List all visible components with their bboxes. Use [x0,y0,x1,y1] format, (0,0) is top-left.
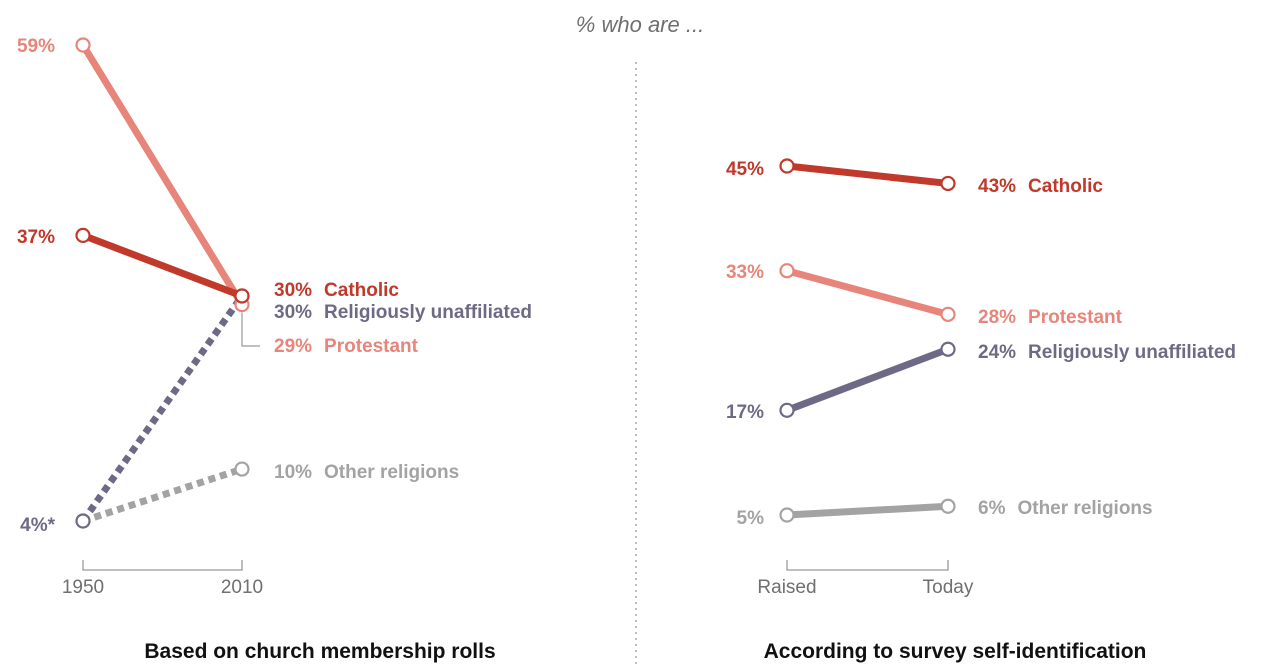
series-line-protestant [80,43,245,307]
x-tick-label-raised: Raised [757,577,816,598]
end-label-other-religions: 10% Other religions [274,462,459,483]
series-name-catholic: Catholic [324,280,399,301]
label-connector [241,312,260,347]
end-value-religiously-unaffiliated: 24% [978,342,1016,363]
end-label-religiously-unaffiliated: 24% Religiously unaffiliated [978,342,1236,363]
series-line-other-religions [786,502,949,519]
point-protestant-raised [779,263,795,279]
series-name-catholic: Catholic [1028,176,1103,197]
end-label-catholic: 43% Catholic [978,176,1103,197]
end-value-catholic: 43% [978,176,1016,197]
start-label-protestant: 33% [726,262,764,283]
series-name-protestant: Protestant [1028,307,1123,328]
x-axis-line [82,560,243,571]
series-name-other-religions: Other religions [324,462,459,483]
start-label-catholic: 45% [726,159,764,180]
point-other-religions-raised [779,507,795,523]
point-religiously-unaffiliated-raised [779,402,795,418]
series-name-religiously-unaffiliated: Religiously unaffiliated [1028,342,1236,363]
start-label-catholic: 37% [17,227,55,248]
start-label-protestant: 59% [17,36,55,57]
self-identification-panel: Raised Today 45% 43% Catholic 33% 28% Protestan… [726,158,1236,663]
end-label-catholic: 30% Catholic [274,280,399,301]
start-label-religiously-unaffiliated: 4%* [20,515,55,536]
series-line-religiously-unaffiliated [80,293,245,524]
end-label-other-religions: 6% Other religions [978,498,1153,519]
x-tick-label-1950: 1950 [62,577,104,598]
point-other-religions-2010 [234,461,250,477]
x-axis-line [786,560,949,571]
end-value-protestant: 29% [274,336,312,357]
chart-subtitle: % who are ... [576,12,704,37]
series-line-catholic [786,162,949,187]
x-tick-label-2010: 2010 [221,577,263,598]
point-religiously-unaffiliated-today [940,341,956,357]
end-label-religiously-unaffiliated: 30% Religiously unaffiliated [274,302,532,323]
end-value-protestant: 28% [978,307,1016,328]
start-label-religiously-unaffiliated: 17% [726,402,764,423]
series-name-religiously-unaffiliated: Religiously unaffiliated [324,302,532,323]
point-catholic-raised [779,158,795,174]
series-line-other-religions [81,465,244,525]
series-line-religiously-unaffiliated [785,345,950,414]
membership-rolls-panel: 1950 2010 59% 29% Protestant 37% 30% Catholic 4%… [17,36,532,663]
end-label-protestant: 29% Protestant [274,336,419,357]
point-catholic-1950 [75,227,91,243]
point-other-religions-today [940,498,956,514]
series-name-protestant: Protestant [324,336,419,357]
panel-title: According to survey self-identification [764,640,1147,663]
point-catholic-today [940,175,956,192]
end-value-religiously-unaffiliated: 30% [274,302,312,323]
x-tick-label-today: Today [923,577,974,598]
start-label-other-religions: 5% [737,508,765,529]
point-protestant-today [940,306,956,322]
end-value-catholic: 30% [274,280,312,301]
point-protestant-1950 [75,37,91,53]
end-label-protestant: 28% Protestant [978,307,1123,328]
series-name-other-religions: Other religions [1017,498,1152,519]
series-line-protestant [786,267,949,318]
end-value-other-religions: 10% [274,462,312,483]
series-line-catholic [81,232,244,300]
point-religiously-unaffiliated-1950 [75,513,91,529]
panel-title: Based on church membership rolls [144,640,495,663]
point-catholic-2010 [234,288,250,304]
end-value-other-religions: 6% [978,498,1006,519]
